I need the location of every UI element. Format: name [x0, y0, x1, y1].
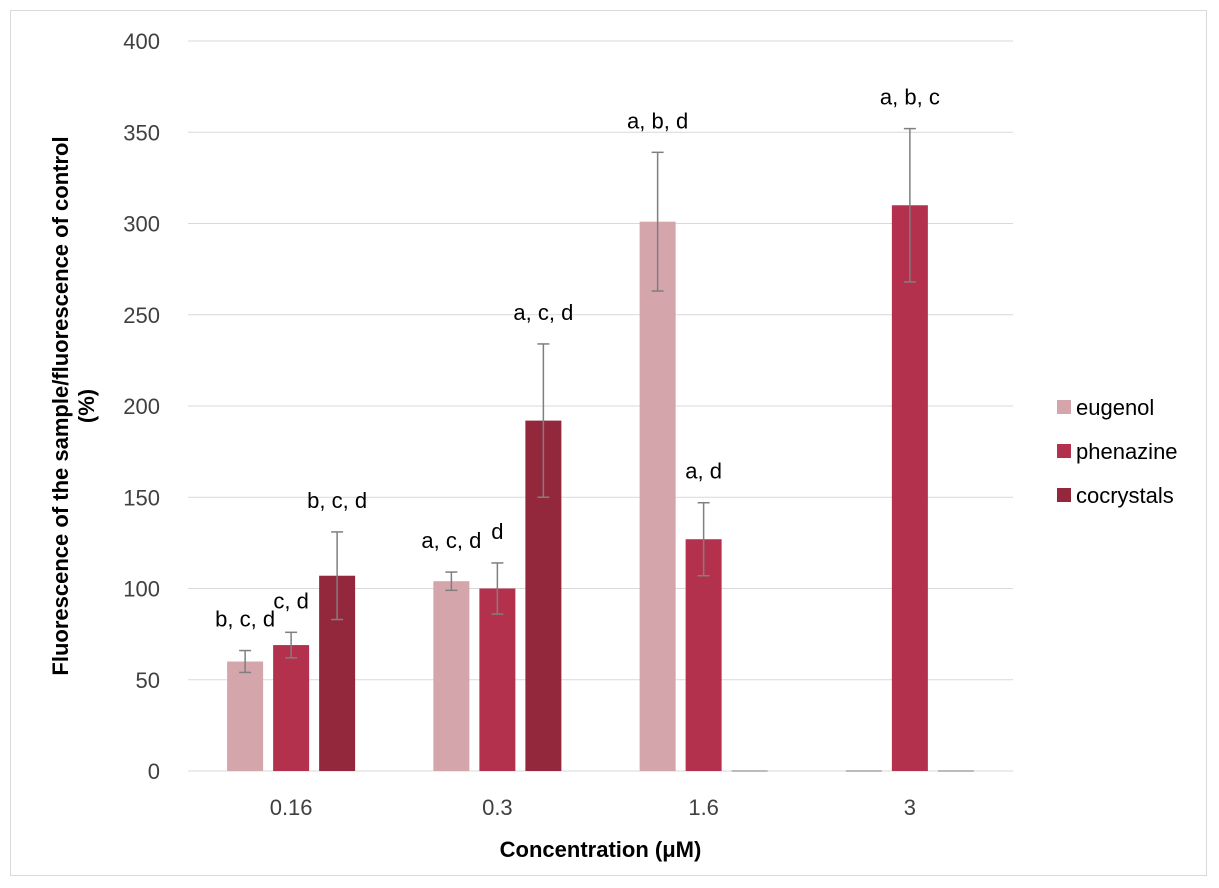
- legend-swatch: [1057, 400, 1071, 414]
- x-tick-label: 0.16: [270, 795, 313, 820]
- y-axis-title-line: Fluorescence of the sample/fluorescence …: [48, 136, 73, 675]
- significance-label: d: [491, 519, 503, 544]
- significance-label: a, d: [685, 459, 722, 484]
- bar: [433, 581, 470, 771]
- y-tick-label: 300: [123, 212, 160, 237]
- x-tick-label: 1.6: [688, 795, 719, 820]
- significance-label: b, c, d: [307, 488, 367, 513]
- chart-frame: [10, 10, 1207, 876]
- tick-label-layer: 0 50 100 150 200 250 300 350 400 0.16 0.3 1.6 3: [123, 29, 916, 820]
- y-tick-label: 100: [123, 577, 160, 602]
- y-axis-title-line: (%): [74, 389, 99, 423]
- legend-label: cocrystals: [1076, 483, 1174, 508]
- annotation-layer: b, c, dc, db, c, da, c, d da, c, da, b, d…: [215, 85, 940, 632]
- significance-label: b, c, d: [215, 607, 275, 632]
- significance-label: a, b, c: [880, 85, 940, 110]
- bar: [639, 221, 676, 772]
- y-tick-label: 50: [136, 668, 160, 693]
- error-bars-layer: [239, 127, 916, 674]
- y-tick-label: 200: [123, 394, 160, 419]
- significance-label: a, c, d: [421, 528, 481, 553]
- x-tick-label: 0.3: [482, 795, 513, 820]
- bars-layer: [227, 205, 974, 772]
- bar: [273, 645, 310, 771]
- y-tick-label: 150: [123, 485, 160, 510]
- significance-label: c, d: [273, 588, 308, 613]
- bar: [479, 588, 516, 771]
- significance-label: a, b, d: [627, 108, 688, 133]
- y-tick-label: 350: [123, 120, 160, 145]
- legend-label: eugenol: [1076, 395, 1154, 420]
- bar: [891, 205, 928, 771]
- significance-label: a, c, d: [513, 300, 573, 325]
- grid-layer: [188, 40, 1013, 772]
- bar: [685, 539, 722, 771]
- y-tick-label: 250: [123, 303, 160, 328]
- y-tick-label: 400: [123, 29, 160, 54]
- x-axis-title: Concentration (μM): [500, 837, 702, 862]
- y-tick-label: 0: [148, 759, 160, 784]
- legend-swatch: [1057, 444, 1071, 458]
- x-tick-label: 3: [904, 795, 916, 820]
- y-axis-title: Fluorescence of the sample/fluorescence …: [48, 136, 99, 675]
- legend-swatch: [1057, 488, 1071, 502]
- legend-label: phenazine: [1076, 439, 1178, 464]
- bar: [227, 661, 264, 771]
- legend: eugenol phenazine cocrystals: [1057, 395, 1178, 508]
